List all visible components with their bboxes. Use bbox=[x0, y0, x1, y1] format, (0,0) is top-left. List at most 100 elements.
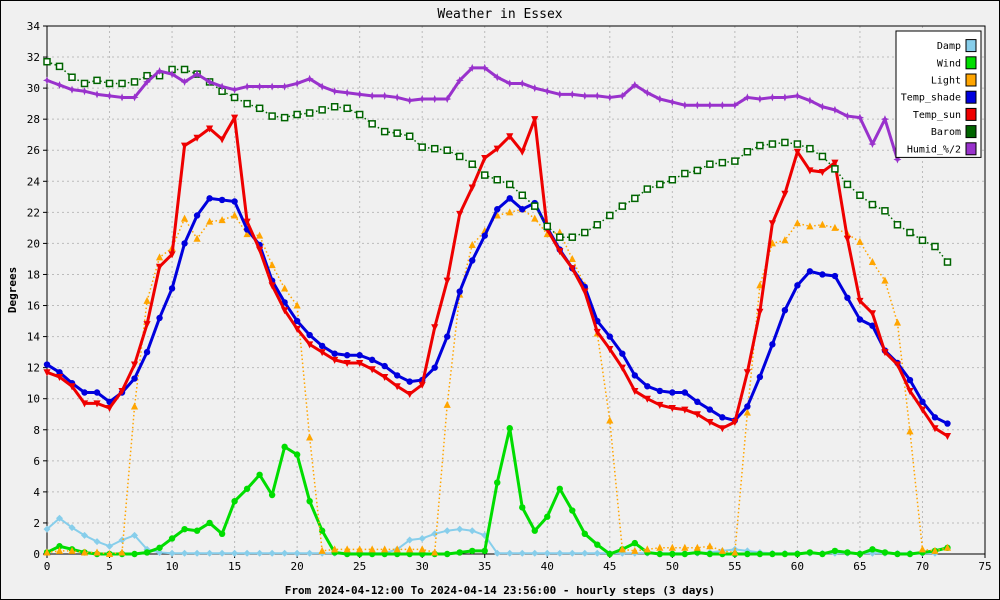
data-point-temp-sun bbox=[881, 349, 889, 357]
data-point-damp bbox=[406, 536, 414, 544]
data-point-temp-shade bbox=[719, 414, 726, 421]
data-point-light bbox=[881, 276, 889, 284]
data-point-light bbox=[318, 546, 326, 554]
data-point-damp bbox=[206, 549, 214, 557]
data-point-temp-sun bbox=[581, 288, 589, 296]
data-point-barom bbox=[656, 180, 664, 189]
data-point-temp-sun bbox=[381, 373, 389, 381]
y-tick-label: 24 bbox=[27, 175, 41, 188]
data-point-temp-shade bbox=[93, 389, 101, 396]
data-point-light bbox=[331, 545, 339, 553]
data-point-temp-sun bbox=[468, 184, 476, 192]
data-point-light bbox=[93, 548, 101, 556]
data-point-wind bbox=[531, 527, 538, 534]
data-point-barom bbox=[843, 180, 852, 189]
data-point-temp-sun bbox=[806, 167, 814, 175]
data-point-temp-shade bbox=[181, 240, 188, 247]
data-point-temp-sun bbox=[318, 349, 326, 357]
data-point-wind bbox=[781, 550, 789, 558]
data-point-wind bbox=[193, 527, 201, 534]
data-point-wind bbox=[631, 539, 639, 547]
data-point-humid-2 bbox=[380, 91, 389, 100]
data-point-damp bbox=[118, 536, 126, 544]
legend-swatch bbox=[965, 142, 977, 156]
data-point-temp-sun bbox=[731, 419, 739, 426]
data-point-wind bbox=[456, 549, 463, 556]
data-point-light bbox=[231, 211, 239, 219]
data-point-wind bbox=[506, 425, 513, 432]
data-point-temp-sun bbox=[531, 116, 539, 124]
data-point-humid-2 bbox=[130, 93, 139, 102]
data-point-light bbox=[356, 545, 364, 553]
data-point-damp bbox=[106, 542, 114, 550]
data-point-damp bbox=[306, 549, 314, 557]
data-point-humid-2 bbox=[543, 87, 552, 96]
data-point-temp-sun bbox=[55, 373, 64, 381]
data-point-barom bbox=[355, 110, 364, 119]
data-point-temp-shade bbox=[343, 352, 351, 359]
x-tick-label: 30 bbox=[416, 560, 429, 573]
data-point-temp-shade bbox=[156, 314, 163, 322]
x-tick-label: 15 bbox=[228, 560, 241, 573]
data-point-wind bbox=[243, 485, 251, 492]
data-point-barom bbox=[505, 180, 514, 189]
data-point-wind bbox=[368, 550, 376, 558]
data-point-wind bbox=[343, 550, 351, 558]
data-point-wind bbox=[56, 543, 63, 550]
data-point-wind bbox=[406, 550, 413, 558]
data-point-temp-shade bbox=[669, 389, 676, 396]
data-point-barom bbox=[393, 129, 401, 137]
data-point-barom bbox=[631, 194, 639, 203]
data-point-light bbox=[118, 548, 126, 556]
data-point-temp-sun bbox=[343, 359, 351, 367]
data-point-temp-sun bbox=[155, 263, 164, 271]
data-point-wind bbox=[681, 550, 689, 558]
data-point-light bbox=[756, 281, 764, 289]
data-point-temp-sun bbox=[518, 148, 526, 156]
data-point-humid-2 bbox=[343, 88, 352, 97]
data-point-temp-shade bbox=[944, 420, 951, 427]
data-point-humid-2 bbox=[780, 93, 789, 102]
data-point-temp-shade bbox=[168, 285, 176, 292]
data-point-temp-sun bbox=[180, 142, 189, 150]
y-tick-label: 8 bbox=[33, 424, 40, 437]
data-point-barom bbox=[868, 200, 877, 209]
data-point-damp bbox=[168, 549, 176, 557]
data-point-light bbox=[643, 545, 651, 553]
data-point-humid-2 bbox=[880, 115, 889, 124]
data-point-light bbox=[343, 545, 351, 553]
data-point-temp-sun bbox=[193, 134, 201, 142]
data-point-temp-shade bbox=[794, 282, 801, 289]
data-point-wind bbox=[844, 549, 851, 556]
data-point-temp-shade bbox=[606, 333, 613, 340]
data-point-light bbox=[68, 546, 76, 554]
data-point-barom bbox=[143, 71, 151, 80]
data-point-wind bbox=[419, 550, 426, 558]
data-point-humid-2 bbox=[768, 93, 777, 102]
data-point-damp bbox=[593, 549, 601, 557]
x-tick-label: 75 bbox=[978, 560, 991, 573]
x-tick-label: 10 bbox=[165, 560, 178, 573]
data-point-light bbox=[443, 400, 451, 408]
data-point-light bbox=[531, 214, 539, 222]
data-point-wind bbox=[231, 498, 238, 505]
data-point-humid-2 bbox=[868, 140, 877, 149]
data-point-barom bbox=[230, 93, 239, 102]
data-point-light bbox=[306, 433, 314, 441]
data-point-temp-sun bbox=[493, 145, 501, 153]
data-point-temp-shade bbox=[756, 373, 764, 381]
data-point-light bbox=[618, 545, 626, 553]
data-point-temp-sun bbox=[618, 364, 626, 372]
data-point-barom bbox=[468, 160, 476, 168]
data-point-temp-sun bbox=[393, 383, 401, 391]
data-point-barom bbox=[668, 175, 677, 184]
data-point-humid-2 bbox=[530, 84, 539, 93]
data-point-humid-2 bbox=[805, 96, 814, 105]
data-point-damp bbox=[193, 549, 201, 557]
data-point-temp-shade bbox=[644, 383, 651, 390]
data-point-barom bbox=[881, 207, 889, 215]
data-point-temp-sun bbox=[105, 405, 114, 413]
data-point-barom bbox=[68, 73, 76, 81]
data-point-barom bbox=[931, 242, 939, 251]
data-point-temp-sun bbox=[143, 321, 151, 329]
